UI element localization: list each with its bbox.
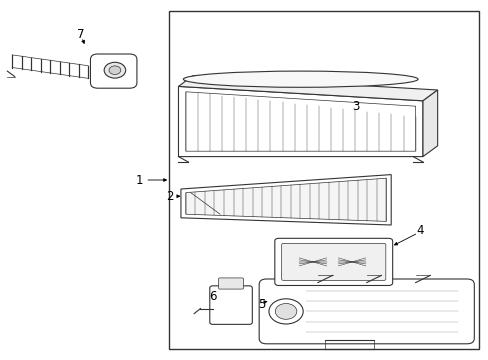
Polygon shape xyxy=(185,92,415,151)
Text: 2: 2 xyxy=(166,190,174,203)
FancyBboxPatch shape xyxy=(281,243,385,280)
Bar xyxy=(168,11,478,349)
FancyBboxPatch shape xyxy=(90,54,137,88)
Polygon shape xyxy=(422,90,437,157)
FancyBboxPatch shape xyxy=(259,279,473,344)
Ellipse shape xyxy=(183,71,417,87)
Text: 4: 4 xyxy=(416,224,424,237)
Circle shape xyxy=(109,66,121,75)
FancyBboxPatch shape xyxy=(209,286,252,324)
Text: 6: 6 xyxy=(208,291,216,303)
Polygon shape xyxy=(185,178,386,221)
Polygon shape xyxy=(178,76,437,101)
FancyBboxPatch shape xyxy=(218,278,243,289)
Text: 7: 7 xyxy=(77,28,84,41)
Polygon shape xyxy=(181,175,390,225)
Text: 3: 3 xyxy=(351,100,359,113)
FancyBboxPatch shape xyxy=(274,238,392,285)
Circle shape xyxy=(268,299,303,324)
Circle shape xyxy=(104,62,125,78)
Circle shape xyxy=(275,303,296,319)
Text: 5: 5 xyxy=(257,298,265,311)
Text: 1: 1 xyxy=(135,174,143,186)
